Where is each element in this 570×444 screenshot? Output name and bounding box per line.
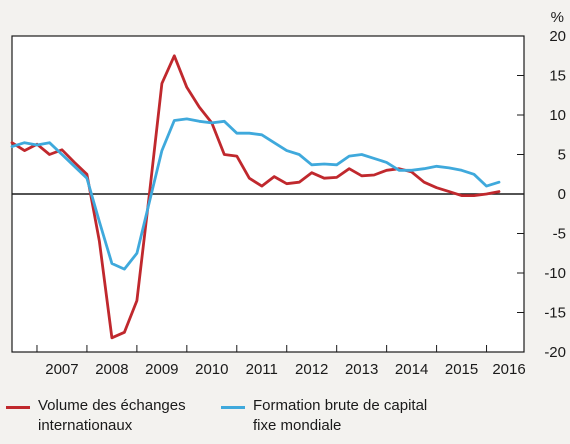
legend-item-capital-formation: Formation brute de capital fixe mondiale (221, 396, 427, 436)
x-tick-label: 2013 (345, 361, 378, 378)
x-tick-label: 2014 (395, 361, 428, 378)
series-line-1 (10, 117, 501, 271)
x-tick-label: 2009 (145, 361, 178, 378)
y-tick-label: 0 (558, 186, 566, 203)
legend-swatch-trade-volume (6, 406, 30, 409)
y-tick-label: 20 (549, 28, 566, 45)
legend-item-trade-volume: Volume des échanges internationaux (6, 396, 186, 436)
y-tick-label: 10 (549, 107, 566, 124)
x-tick-label: 2007 (45, 361, 78, 378)
series-line-0 (10, 54, 501, 340)
y-unit-label: % (551, 9, 564, 26)
x-tick-label: 2010 (195, 361, 228, 378)
legend-label-capital-formation: Formation brute de capital fixe mondiale (253, 397, 428, 434)
x-tick-label: 2008 (95, 361, 128, 378)
x-tick-label: 2012 (295, 361, 328, 378)
x-tick-label: 2011 (246, 361, 278, 378)
x-tick-label: 2016 (492, 361, 525, 378)
x-tick-label: 2015 (445, 361, 478, 378)
y-tick-label: -5 (553, 226, 566, 243)
y-tick-label: -10 (544, 265, 566, 282)
y-tick-label: 15 (549, 68, 566, 85)
y-tick-label: -15 (544, 305, 566, 322)
legend: Volume des échanges internationaux Forma… (6, 396, 566, 440)
y-tick-label: 5 (558, 147, 566, 164)
legend-label-trade-volume: Volume des échanges internationaux (38, 397, 186, 434)
y-tick-label: -20 (544, 344, 566, 361)
legend-swatch-capital-formation (221, 406, 245, 409)
